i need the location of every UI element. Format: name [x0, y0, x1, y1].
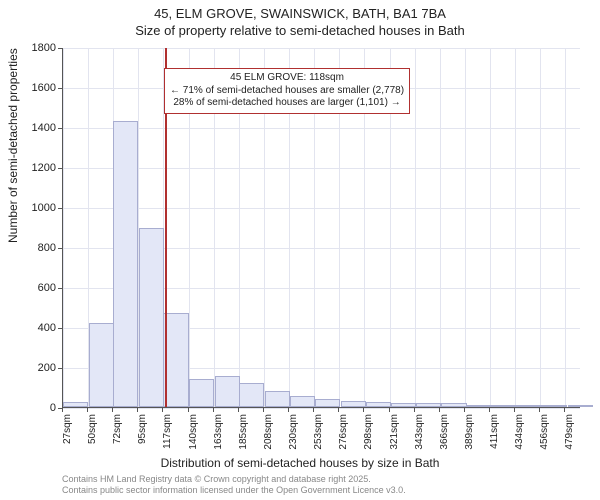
y-tick-label: 1200	[0, 162, 56, 174]
plot-area: 45 ELM GROVE: 118sqm ← 71% of semi-detac…	[62, 48, 580, 408]
y-tick-label: 1800	[0, 42, 56, 54]
x-tick-label: 230sqm	[288, 414, 299, 456]
histogram-bar	[391, 403, 416, 407]
histogram-bar	[290, 396, 315, 407]
y-tick-label: 600	[0, 282, 56, 294]
histogram-bar	[315, 399, 340, 407]
x-tick-label: 95sqm	[137, 414, 148, 456]
x-tick-label: 140sqm	[188, 414, 199, 456]
y-tick-label: 400	[0, 322, 56, 334]
annotation-box: 45 ELM GROVE: 118sqm ← 71% of semi-detac…	[164, 68, 410, 114]
histogram-bar	[189, 379, 214, 407]
y-tick-label: 200	[0, 362, 56, 374]
x-tick-label: 321sqm	[389, 414, 400, 456]
x-tick-label: 185sqm	[238, 414, 249, 456]
annotation-line2: ← 71% of semi-detached houses are smalle…	[170, 85, 404, 96]
x-tick-label: 72sqm	[112, 414, 123, 456]
x-tick-label: 253sqm	[313, 414, 324, 456]
histogram-bar	[113, 121, 138, 407]
histogram-bar	[63, 402, 88, 407]
annotation-line3: 28% of semi-detached houses are larger (…	[173, 97, 400, 108]
y-tick-label: 0	[0, 402, 56, 414]
histogram-bar	[265, 391, 290, 407]
x-tick-label: 366sqm	[439, 414, 450, 456]
x-tick-label: 276sqm	[338, 414, 349, 456]
histogram-bar	[366, 402, 391, 407]
x-tick-label: 389sqm	[464, 414, 475, 456]
title-line1: 45, ELM GROVE, SWAINSWICK, BATH, BA1 7BA	[154, 6, 446, 21]
histogram-bar	[492, 405, 517, 407]
histogram-bar	[467, 405, 492, 407]
histogram-bar	[568, 405, 593, 407]
histogram-bar	[215, 376, 240, 407]
x-tick-label: 479sqm	[564, 414, 575, 456]
histogram-bar	[239, 383, 264, 407]
x-tick-label: 343sqm	[414, 414, 425, 456]
y-tick-label: 1400	[0, 122, 56, 134]
y-tick-label: 1000	[0, 202, 56, 214]
histogram-bar	[517, 405, 542, 407]
chart-container: 45, ELM GROVE, SWAINSWICK, BATH, BA1 7BA…	[0, 0, 600, 500]
x-tick-label: 434sqm	[514, 414, 525, 456]
histogram-bar	[416, 403, 441, 407]
histogram-bar	[89, 323, 114, 407]
y-tick-label: 800	[0, 242, 56, 254]
histogram-bar	[341, 401, 366, 407]
histogram-bar	[139, 228, 164, 407]
x-tick-label: 456sqm	[539, 414, 550, 456]
x-tick-label: 208sqm	[263, 414, 274, 456]
x-tick-label: 117sqm	[162, 414, 173, 456]
x-tick-label: 298sqm	[363, 414, 374, 456]
x-axis-label: Distribution of semi-detached houses by …	[0, 456, 600, 470]
title-line2: Size of property relative to semi-detach…	[135, 23, 465, 38]
histogram-bar	[542, 405, 567, 407]
x-tick-label: 411sqm	[489, 414, 500, 456]
footer-attribution: Contains HM Land Registry data © Crown c…	[62, 474, 406, 496]
annotation-line1: 45 ELM GROVE: 118sqm	[230, 72, 344, 83]
histogram-bar	[441, 403, 466, 407]
x-tick-label: 27sqm	[62, 414, 73, 456]
x-tick-label: 50sqm	[87, 414, 98, 456]
footer-line1: Contains HM Land Registry data © Crown c…	[62, 474, 371, 484]
chart-title: 45, ELM GROVE, SWAINSWICK, BATH, BA1 7BA…	[0, 0, 600, 40]
x-tick-label: 163sqm	[213, 414, 224, 456]
footer-line2: Contains public sector information licen…	[62, 485, 406, 495]
y-tick-label: 1600	[0, 82, 56, 94]
histogram-bar	[163, 313, 188, 407]
